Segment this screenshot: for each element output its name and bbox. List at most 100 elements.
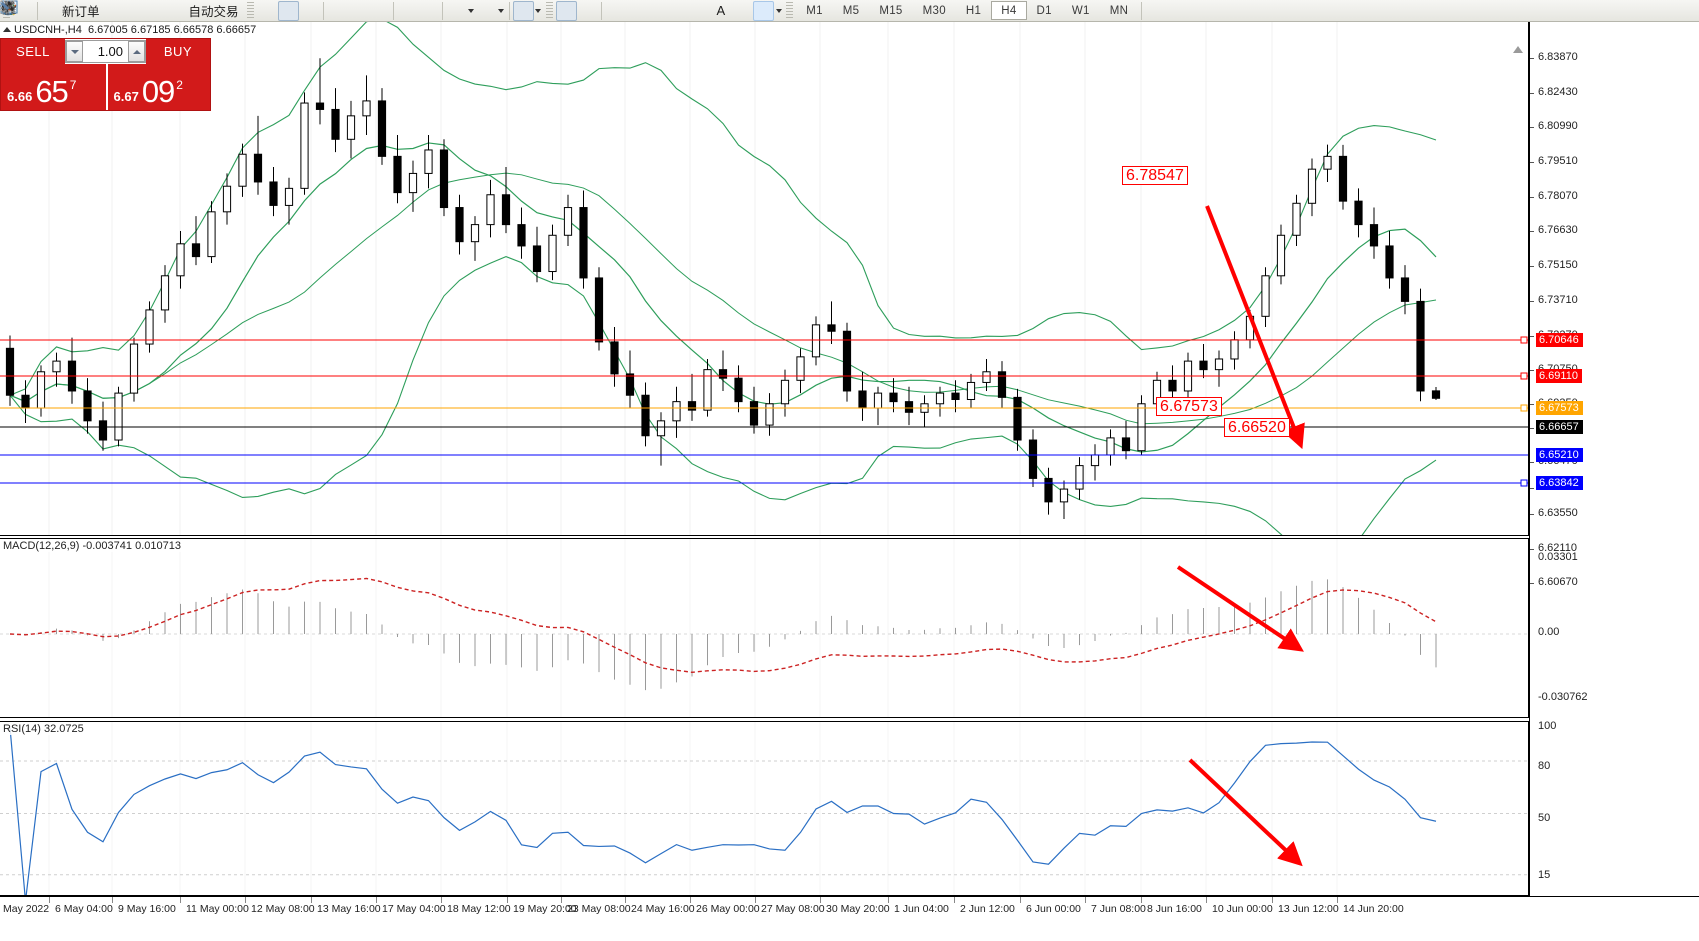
time-grid-tick [311, 897, 312, 903]
add-indicator-icon[interactable] [0, 0, 467, 21]
price-level-chip[interactable]: 6.70646 [1536, 333, 1583, 347]
toolbar-separator [508, 1, 510, 20]
objects-list-icon[interactable] [1, 0, 775, 21]
axis-tick [1530, 549, 1534, 550]
tile-windows-icon[interactable] [0, 0, 390, 21]
volume-stepper[interactable]: 1.00 [65, 40, 146, 63]
templates-dropdown-arrow-icon[interactable] [534, 2, 543, 20]
volume-increase-button[interactable] [128, 41, 145, 62]
rsi-pane[interactable]: RSI(14) 32.0725 [0, 721, 1529, 896]
price-axis-label: 6.75150 [1538, 259, 1578, 271]
timeframe-m1[interactable]: M1 [806, 4, 823, 17]
oct-top-row: SELL 1.00 BUY [1, 39, 210, 64]
new-order-icon[interactable] [1, 0, 62, 21]
toolbar-grip-timeframes[interactable] [786, 2, 794, 19]
price-axis-label: 6.62110 [1538, 542, 1577, 554]
horizontal-line-icon[interactable] [2, 1, 647, 21]
price-level-chip[interactable]: 6.69110 [1536, 369, 1582, 383]
zoom-in-icon[interactable] [0, 0, 348, 21]
axis-tick [1530, 301, 1534, 302]
new-order-label[interactable]: 新订单 [62, 5, 100, 19]
buy-price-point: 2 [176, 78, 183, 92]
signal-icon[interactable] [1, 1, 168, 21]
crosshair-icon[interactable] [1, 1, 598, 21]
timeframe-h4[interactable]: H4 [991, 1, 1027, 20]
axis-tick [1530, 231, 1534, 232]
price-level-chip[interactable]: 6.67573 [1536, 401, 1583, 415]
price-level-chip[interactable]: 6.66657 [1536, 420, 1583, 434]
price-axis[interactable]: 6.83870 6.82430 6.80990 6.79510 6.78070 6.766… [1529, 22, 1699, 896]
one-click-trading-panel[interactable]: SELL 1.00 BUY 6.66 65 7 6.67 09 2 [0, 38, 211, 111]
indicator-dropdown-arrow-icon[interactable] [467, 2, 476, 20]
time-grid-tick [820, 897, 821, 903]
text-icon[interactable]: A [716, 3, 726, 18]
time-grid-tick [1020, 897, 1021, 903]
cursor-icon[interactable] [2, 0, 577, 21]
timeframe-h1[interactable]: H1 [965, 4, 982, 17]
price-level-chip[interactable]: 6.63842 [1536, 476, 1583, 490]
time-axis-label: 10 Jun 00:00 [1212, 903, 1273, 915]
buy-price[interactable]: 6.67 09 2 [105, 64, 211, 110]
vertical-line-icon[interactable] [5, 1, 626, 21]
chart-area[interactable]: USDCNH-,H4 6.67005 6.67185 6.66578 6.666… [0, 22, 1699, 919]
text-label-icon[interactable]: T [0, 0, 753, 21]
timeframe-w1[interactable]: W1 [1071, 4, 1090, 17]
rsi-title: RSI(14) 32.0725 [1, 723, 86, 735]
time-axis-label: 2 Jun 12:00 [960, 903, 1015, 915]
time-axis-label: 26 May 00:00 [696, 903, 760, 915]
expert-advisor-icon[interactable] [0, 1, 126, 21]
candlestick-chart-icon[interactable] [1, 0, 299, 21]
price-axis-label: 6.63550 [1538, 507, 1578, 519]
equidistant-channel-icon[interactable]: E [1, 0, 689, 21]
chart-shift-icon[interactable] [1, 1, 439, 21]
time-axis-label: 11 May 00:00 [186, 903, 249, 915]
sell-button[interactable]: SELL [1, 39, 65, 64]
price-axis-label: 6.73710 [1538, 294, 1578, 306]
trend-line-icon[interactable] [1, 1, 668, 21]
objects-dropdown-arrow-icon[interactable] [774, 2, 783, 20]
bar-chart-icon[interactable] [1, 1, 278, 21]
price-axis-label: 6.80990 [1538, 120, 1578, 132]
auto-scroll-icon[interactable] [1, 1, 418, 21]
macd-axis-label: 0.00 [1538, 626, 1560, 638]
timeframe-m30[interactable]: M30 [922, 4, 946, 17]
annotation-mid[interactable]: 6.67573 [1156, 397, 1222, 416]
timeframe-d1[interactable]: D1 [1036, 4, 1052, 17]
buy-button[interactable]: BUY [146, 39, 210, 64]
buy-price-main: 09 [141, 74, 175, 109]
timeframe-m5[interactable]: M5 [842, 4, 860, 17]
autotrading-icon[interactable] [1, 1, 189, 21]
volume-decrease-button[interactable] [66, 41, 83, 62]
volume-input[interactable]: 1.00 [83, 41, 128, 62]
time-axis-label: 13 May 16:00 [317, 903, 381, 915]
price-axis-label: 6.79510 [1538, 155, 1578, 167]
chart-collapse-icon[interactable] [3, 27, 11, 32]
time-axis-label: 8 Jun 16:00 [1147, 903, 1202, 915]
line-chart-icon[interactable] [1, 1, 320, 21]
main-toolbar: 新订单 自动交易 [0, 0, 1699, 22]
rsi-chart-svg [0, 722, 1528, 895]
templates-icon[interactable] [0, 0, 534, 21]
price-pane[interactable]: 6.78547 6.67573 6.66520 [0, 22, 1529, 536]
period-clock-icon[interactable] [0, 0, 497, 21]
autotrading-label[interactable]: 自动交易 [188, 5, 239, 19]
time-grid-tick [441, 897, 442, 903]
period-dropdown-arrow-icon[interactable] [497, 2, 506, 20]
price-level-chip[interactable]: 6.65210 [1536, 448, 1583, 462]
time-axis-label: 7 Jun 08:00 [1091, 903, 1146, 915]
annotation-low[interactable]: 6.66520 [1224, 418, 1290, 437]
timeframe-mn[interactable]: MN [1109, 4, 1129, 17]
metaeditor-icon[interactable] [1, 0, 147, 21]
sell-price[interactable]: 6.66 65 7 [1, 64, 106, 110]
annotation-high[interactable]: 6.78547 [1122, 166, 1188, 185]
timeframe-m15[interactable]: M15 [879, 4, 903, 17]
axis-tick [1530, 583, 1534, 584]
price-axis-label: 6.82430 [1538, 86, 1578, 98]
toolbar-separator [441, 1, 443, 20]
toolbar-grip-chart-type[interactable] [246, 2, 254, 19]
toolbar-grip-drawing[interactable] [545, 2, 553, 19]
time-axis-label: 24 May 16:00 [631, 903, 695, 915]
macd-pane[interactable]: MACD(12,26,9) -0.003741 0.010713 [0, 538, 1529, 718]
fibonacci-retracement-icon[interactable]: F [2, 1, 710, 21]
zoom-out-icon[interactable] [0, 0, 369, 21]
